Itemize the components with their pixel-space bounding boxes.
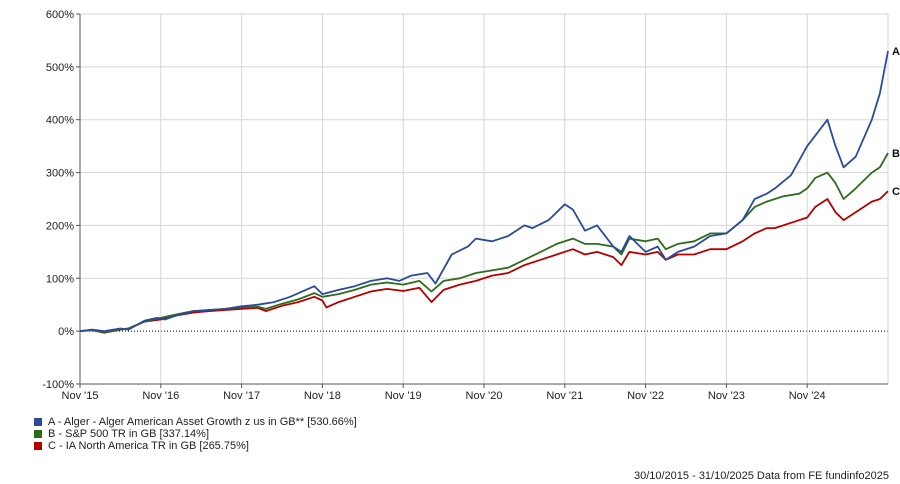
y-tick-label: 0% xyxy=(58,326,74,338)
axes xyxy=(76,13,888,388)
footer-text: 30/10/2015 - 31/10/2025 Data from FE fun… xyxy=(633,470,889,482)
y-tick-label: 200% xyxy=(46,220,74,232)
x-tick-label: Nov '19 xyxy=(385,390,422,402)
data-source-footer: 30/10/2015 - 31/10/2025 Data from FE fun… xyxy=(634,470,889,482)
y-tick-label: 400% xyxy=(46,115,74,127)
y-tick-label: 600% xyxy=(46,9,74,21)
legend-swatch-b xyxy=(34,430,42,438)
y-tick-label: 500% xyxy=(46,62,74,74)
series-line-c xyxy=(79,190,889,334)
grid-lines xyxy=(80,13,889,385)
legend-swatch-a xyxy=(34,418,42,426)
x-tick-label: Nov '16 xyxy=(142,390,179,402)
y-tick-label: 300% xyxy=(46,168,74,180)
x-tick-label: Nov '22 xyxy=(627,390,664,402)
tick-labels: -100% 0% 100% 200% 300% 400% 500% 600% Nov '15 No… xyxy=(42,9,825,402)
y-tick-label: -100% xyxy=(42,379,74,391)
legend-swatch-c xyxy=(34,442,42,450)
x-tick-label: Nov '18 xyxy=(304,390,341,402)
legend-entry-b: B - S&P 500 TR in GB [337.14%] xyxy=(34,428,357,440)
series-layer xyxy=(79,50,889,334)
series-end-label-b: B xyxy=(892,148,900,160)
legend-entry-a: A - Alger - Alger American Asset Growth … xyxy=(34,416,357,428)
line-chart: -100% 0% 100% 200% 300% 400% 500% 600% Nov '15 No… xyxy=(42,9,900,402)
series-end-labels: C B A xyxy=(892,46,900,198)
legend-entry-c: C - IA North America TR in GB [265.75%] xyxy=(34,440,357,452)
legend-label-b: B - S&P 500 TR in GB [337.14%] xyxy=(48,428,210,440)
legend: A - Alger - Alger American Asset Growth … xyxy=(34,416,357,452)
x-tick-label: Nov '20 xyxy=(466,390,503,402)
x-tick-label: Nov '21 xyxy=(546,390,583,402)
series-end-label-a: A xyxy=(892,46,900,58)
x-tick-label: Nov '15 xyxy=(62,390,99,402)
x-tick-label: Nov '17 xyxy=(223,390,260,402)
legend-label-c: C - IA North America TR in GB [265.75%] xyxy=(48,440,249,452)
y-tick-label: 100% xyxy=(46,273,74,285)
x-tick-label: Nov '23 xyxy=(708,390,745,402)
series-line-a xyxy=(79,50,889,333)
legend-label-a: A - Alger - Alger American Asset Growth … xyxy=(48,416,357,428)
series-end-label-c: C xyxy=(892,186,900,198)
x-tick-label: Nov '24 xyxy=(789,390,826,402)
